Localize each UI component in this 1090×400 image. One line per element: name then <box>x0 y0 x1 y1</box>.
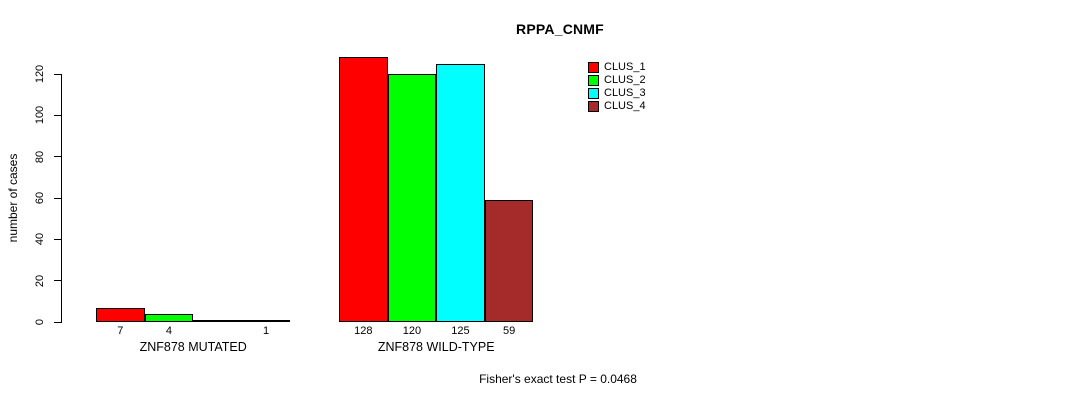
y-tick-label: 0 <box>34 318 46 326</box>
legend-swatch-clus_1 <box>588 62 599 73</box>
y-tick-label: 40 <box>34 233 46 246</box>
x-group-label: ZNF878 WILD-TYPE <box>377 340 495 354</box>
bar-clus_1 <box>339 57 388 322</box>
bar-value-label: 4 <box>165 325 172 337</box>
y-tick-label: 60 <box>34 191 46 205</box>
y-tick-label: 100 <box>34 106 46 125</box>
bar-clus_4 <box>484 200 534 322</box>
y-tick-label: 120 <box>34 64 46 84</box>
legend-label: CLUS_1 <box>604 61 646 73</box>
legend-swatch-clus_4 <box>588 101 599 112</box>
bar-clus_4 <box>241 320 291 322</box>
legend-swatch-clus_3 <box>588 88 599 99</box>
legend-label: CLUS_2 <box>604 74 646 86</box>
bar-clus_2 <box>144 314 194 322</box>
legend-item: CLUS_1 <box>588 61 646 74</box>
y-axis-line <box>61 74 62 323</box>
legend-swatch-clus_2 <box>588 75 599 86</box>
legend-item: CLUS_4 <box>588 100 646 113</box>
bar-value-label: 128 <box>354 325 373 337</box>
x-group-label: ZNF878 MUTATED <box>139 340 247 354</box>
legend-item: CLUS_2 <box>588 74 646 87</box>
bar-value-label: 120 <box>402 325 422 337</box>
annotation-text: Fisher's exact test P = 0.0468 <box>479 372 637 386</box>
y-tick-mark <box>54 73 61 75</box>
chart-title: RPPA_CNMF <box>516 21 604 37</box>
legend-item: CLUS_3 <box>588 87 646 100</box>
legend-label: CLUS_3 <box>604 87 646 99</box>
bar-value-label: 125 <box>451 325 470 337</box>
y-tick-mark <box>54 238 61 241</box>
y-tick-mark <box>54 280 61 282</box>
y-tick-label: 20 <box>34 274 46 287</box>
legend-label: CLUS_4 <box>604 100 646 112</box>
y-tick-mark <box>54 156 61 158</box>
bar-value-label: 59 <box>502 325 516 337</box>
bar-clus_1 <box>96 308 145 322</box>
y-tick-mark <box>54 321 61 323</box>
bar-value-label: 1 <box>263 325 270 337</box>
y-tick-label: 80 <box>34 150 46 163</box>
bar-clus_3 <box>436 64 485 322</box>
bar-clus_2 <box>387 74 437 322</box>
y-tick-mark <box>54 197 61 199</box>
legend: CLUS_1 CLUS_2 CLUS_3 CLUS_4 <box>588 61 646 113</box>
bar-clus_3 <box>193 320 242 322</box>
y-tick-mark <box>54 114 61 117</box>
bar-value-label: 7 <box>117 325 124 337</box>
